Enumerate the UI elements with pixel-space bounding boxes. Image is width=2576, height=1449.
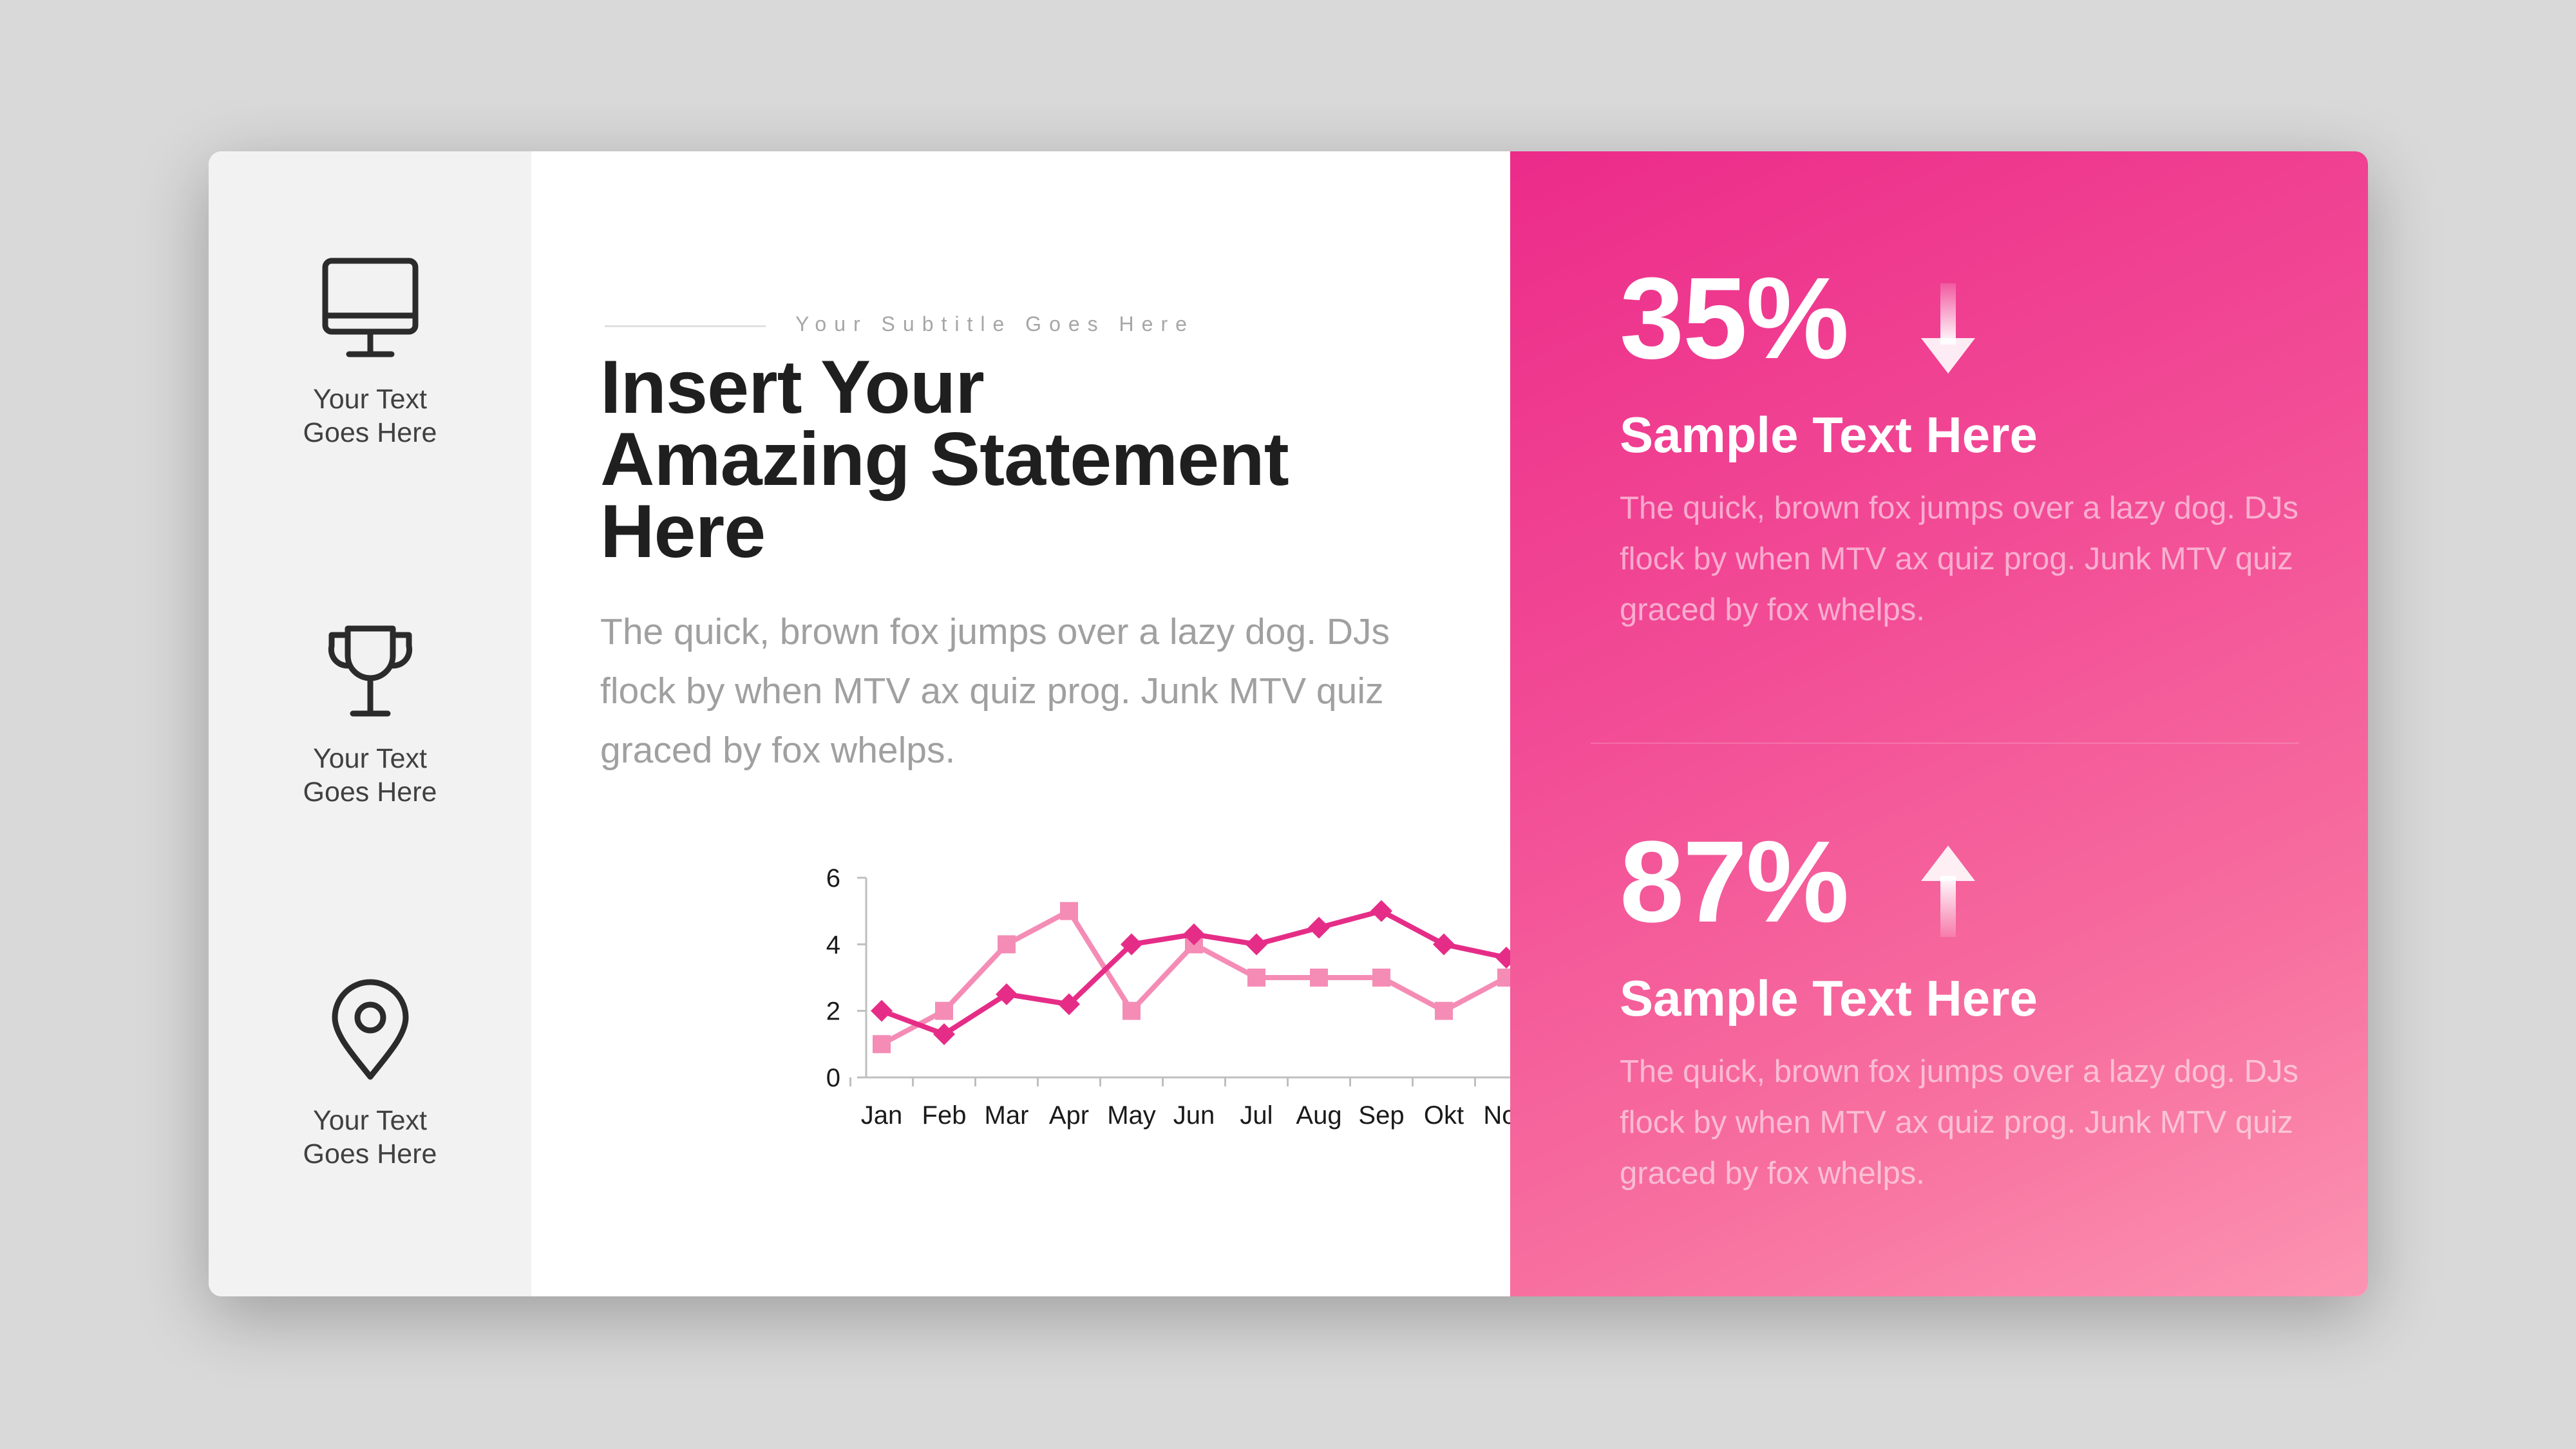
x-tick-label: Sep [1358,1101,1404,1130]
divider [1591,743,2299,744]
stat-value-1: 35% [1620,254,1849,383]
data-point [1245,933,1267,956]
x-tick-label: Mar [985,1101,1029,1130]
stat-desc-2: The quick, brown fox jumps over a lazy d… [1620,1054,2298,1191]
page-title: Insert Your Amazing Statement Here [600,345,1289,573]
monitor-icon [322,258,418,357]
y-tick-label: 0 [826,1064,840,1092]
main-content: Your Subtitle Goes Here Insert Your Amaz… [531,151,1510,1296]
sidebar-item-trophy: Your Text Goes Here [209,623,531,809]
series-line-2 [880,908,1510,1037]
data-point [1247,969,1265,987]
stat-title-2: Sample Text Here [1620,970,2038,1027]
x-tick-label: Nov [1483,1101,1510,1130]
data-point [871,999,893,1022]
line-chart: 0246JanFebMarAprMayJunJulAugSepOktNovDec [826,864,1510,1130]
y-tick-label: 2 [826,998,840,1026]
body-paragraph: The quick, brown fox jumps over a lazy d… [600,611,1390,771]
arrow-down-icon [1921,283,1975,374]
data-point [996,983,1018,1005]
x-tick-label: Jan [861,1101,903,1130]
stat-desc-1: The quick, brown fox jumps over a lazy d… [1620,491,2298,627]
subtitle-rule [605,325,766,327]
stat-value-2: 87% [1620,817,1849,947]
sidebar: Your Text Goes Here Your Text Goes Here [209,151,531,1296]
series-line-1 [880,908,1510,1046]
sidebar-item-label: Your Text Goes Here [303,743,437,808]
location-pin-icon [332,979,408,1080]
x-tick-label: Jul [1240,1101,1273,1130]
data-point [1308,916,1330,939]
x-tick-label: Aug [1296,1101,1341,1130]
data-point [935,1001,953,1020]
sidebar-item-label: Your Text Goes Here [303,384,437,448]
x-tick-label: Apr [1049,1101,1089,1130]
x-tick-label: May [1107,1101,1156,1130]
data-point [1122,1001,1141,1020]
sidebar-item-monitor: Your Text Goes Here [209,258,531,450]
y-tick-label: 6 [826,864,840,893]
data-point [1372,969,1390,987]
data-point [1060,902,1078,920]
arrow-up-icon [1921,846,1975,937]
subtitle: Your Subtitle Goes Here [795,312,1195,336]
x-tick-label: Okt [1424,1101,1464,1130]
sidebar-item-location: Your Text Goes Here [209,979,531,1171]
y-tick-label: 4 [826,931,840,959]
data-point [1433,933,1455,956]
data-point [873,1035,891,1054]
sidebar-item-label: Your Text Goes Here [303,1105,437,1170]
data-point [1497,969,1510,987]
data-point [1058,993,1080,1016]
data-point [998,935,1016,954]
data-point [1310,969,1328,987]
data-point [1435,1001,1453,1020]
data-point [1495,947,1510,969]
stat-title-1: Sample Text Here [1620,406,2038,463]
x-tick-label: Feb [922,1101,967,1130]
data-point [1121,933,1142,956]
data-point [1183,923,1205,945]
stats-panel: 35% Sample Text Here The quick, brown fo… [1510,151,2368,1296]
data-point [1370,900,1392,922]
trophy-icon [328,625,412,717]
data-point [933,1023,955,1045]
x-tick-label: Jun [1173,1101,1215,1130]
slide-card: Your Text Goes Here Your Text Goes Here [209,151,2368,1296]
